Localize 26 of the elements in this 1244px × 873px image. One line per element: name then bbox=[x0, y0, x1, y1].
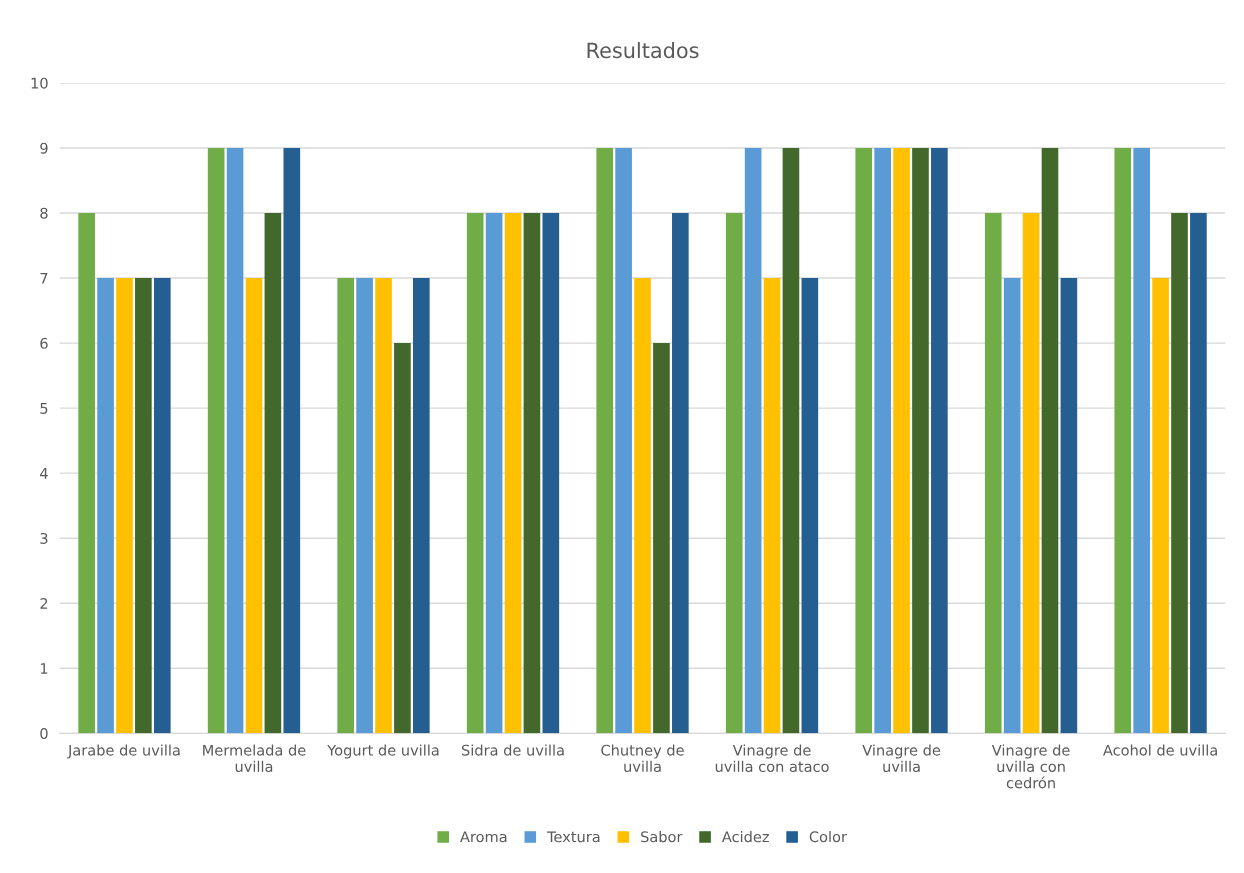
y-tick-label: 1 bbox=[40, 663, 48, 674]
x-tick-label: Vinagre de uvilla con cedrón bbox=[991, 744, 1070, 789]
x-tick-label: Mermelada de uvilla bbox=[203, 744, 306, 773]
x-tick-label: Yogurt de uvilla bbox=[327, 744, 439, 759]
y-tick-label: 3 bbox=[40, 532, 48, 544]
x-tick-label: Jarabe de uvilla bbox=[67, 744, 180, 759]
y-tick-label: 2 bbox=[40, 597, 48, 609]
y-tick-label: 9 bbox=[40, 142, 48, 154]
legend-label: Sabor bbox=[641, 831, 683, 843]
x-tick-label: Chutney de uvilla bbox=[601, 744, 684, 773]
y-tick-label: 8 bbox=[40, 207, 48, 219]
x-tick-label: Sidra de uvilla bbox=[461, 744, 564, 756]
chart-title: Resultados bbox=[587, 42, 699, 59]
y-tick-label: 7 bbox=[40, 272, 48, 284]
x-tick-label: Acohol de uvilla bbox=[1103, 744, 1217, 756]
legend-label: Color bbox=[809, 831, 847, 843]
legend-label: Aroma bbox=[460, 831, 507, 843]
x-tick-label: Vinagre de uvilla con ataco bbox=[715, 744, 829, 773]
legend-label: Acidez bbox=[721, 831, 769, 843]
x-tick-label: Vinagre de uvilla bbox=[862, 744, 941, 773]
legend-label: Textura bbox=[547, 831, 600, 843]
y-tick-label: 4 bbox=[40, 468, 48, 479]
y-tick-label: 5 bbox=[40, 403, 48, 414]
y-tick-label: 10 bbox=[31, 77, 48, 89]
y-tick-label: 6 bbox=[40, 337, 48, 349]
y-tick-label: 0 bbox=[40, 728, 48, 740]
